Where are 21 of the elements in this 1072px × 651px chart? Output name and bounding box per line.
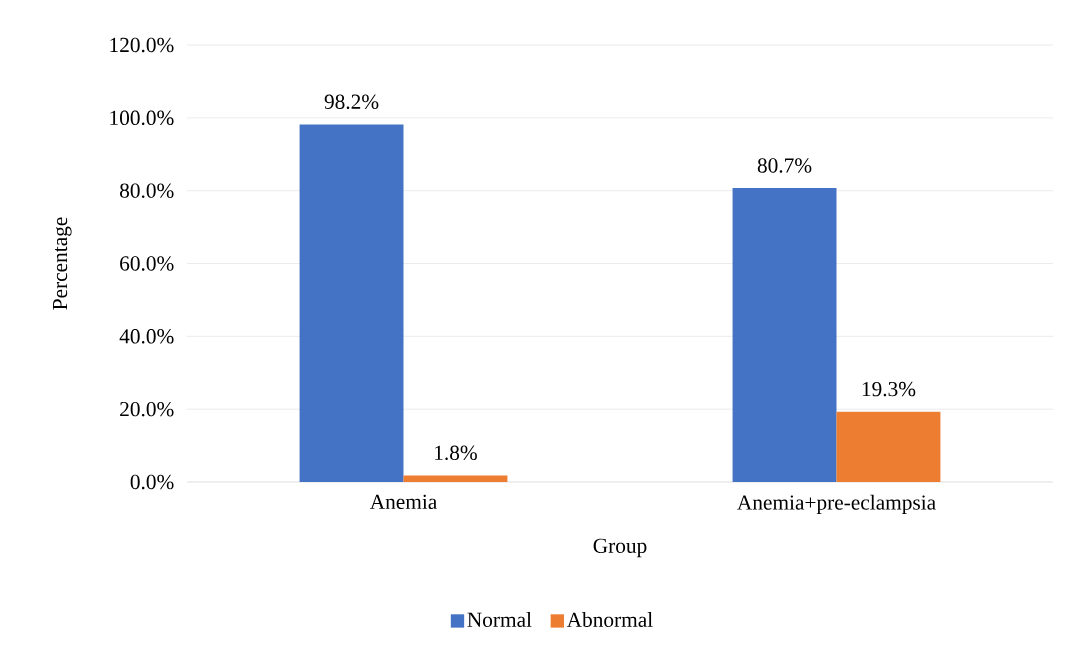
- data-label: 1.8%: [435, 445, 477, 461]
- x-tick-label: Anemia+pre-eclampsia: [737, 494, 936, 515]
- y-tick-label: 0.0%: [130, 474, 174, 490]
- bar: [299, 124, 404, 482]
- y-tick-label: 100.0%: [110, 110, 174, 126]
- data-label: 98.2%: [324, 94, 379, 109]
- bar: [732, 188, 837, 482]
- y-tick-label: 60.0%: [120, 256, 174, 271]
- legend-label: Normal: [467, 611, 532, 627]
- y-tick-label: 120.0%: [110, 37, 174, 53]
- legend-label: Abnormal: [566, 611, 653, 627]
- y-axis-title: Percentage: [53, 217, 72, 310]
- bar: [403, 475, 508, 482]
- data-label: 19.3%: [862, 381, 916, 397]
- y-tick-label: 80.0%: [120, 183, 174, 198]
- y-tick-label: 20.0%: [120, 401, 174, 417]
- data-label: 80.7%: [757, 158, 812, 173]
- y-tick-label: 40.0%: [119, 329, 174, 344]
- x-axis-title: Group: [593, 538, 647, 558]
- bar: [836, 411, 941, 482]
- x-tick-label: Anemia: [369, 494, 437, 510]
